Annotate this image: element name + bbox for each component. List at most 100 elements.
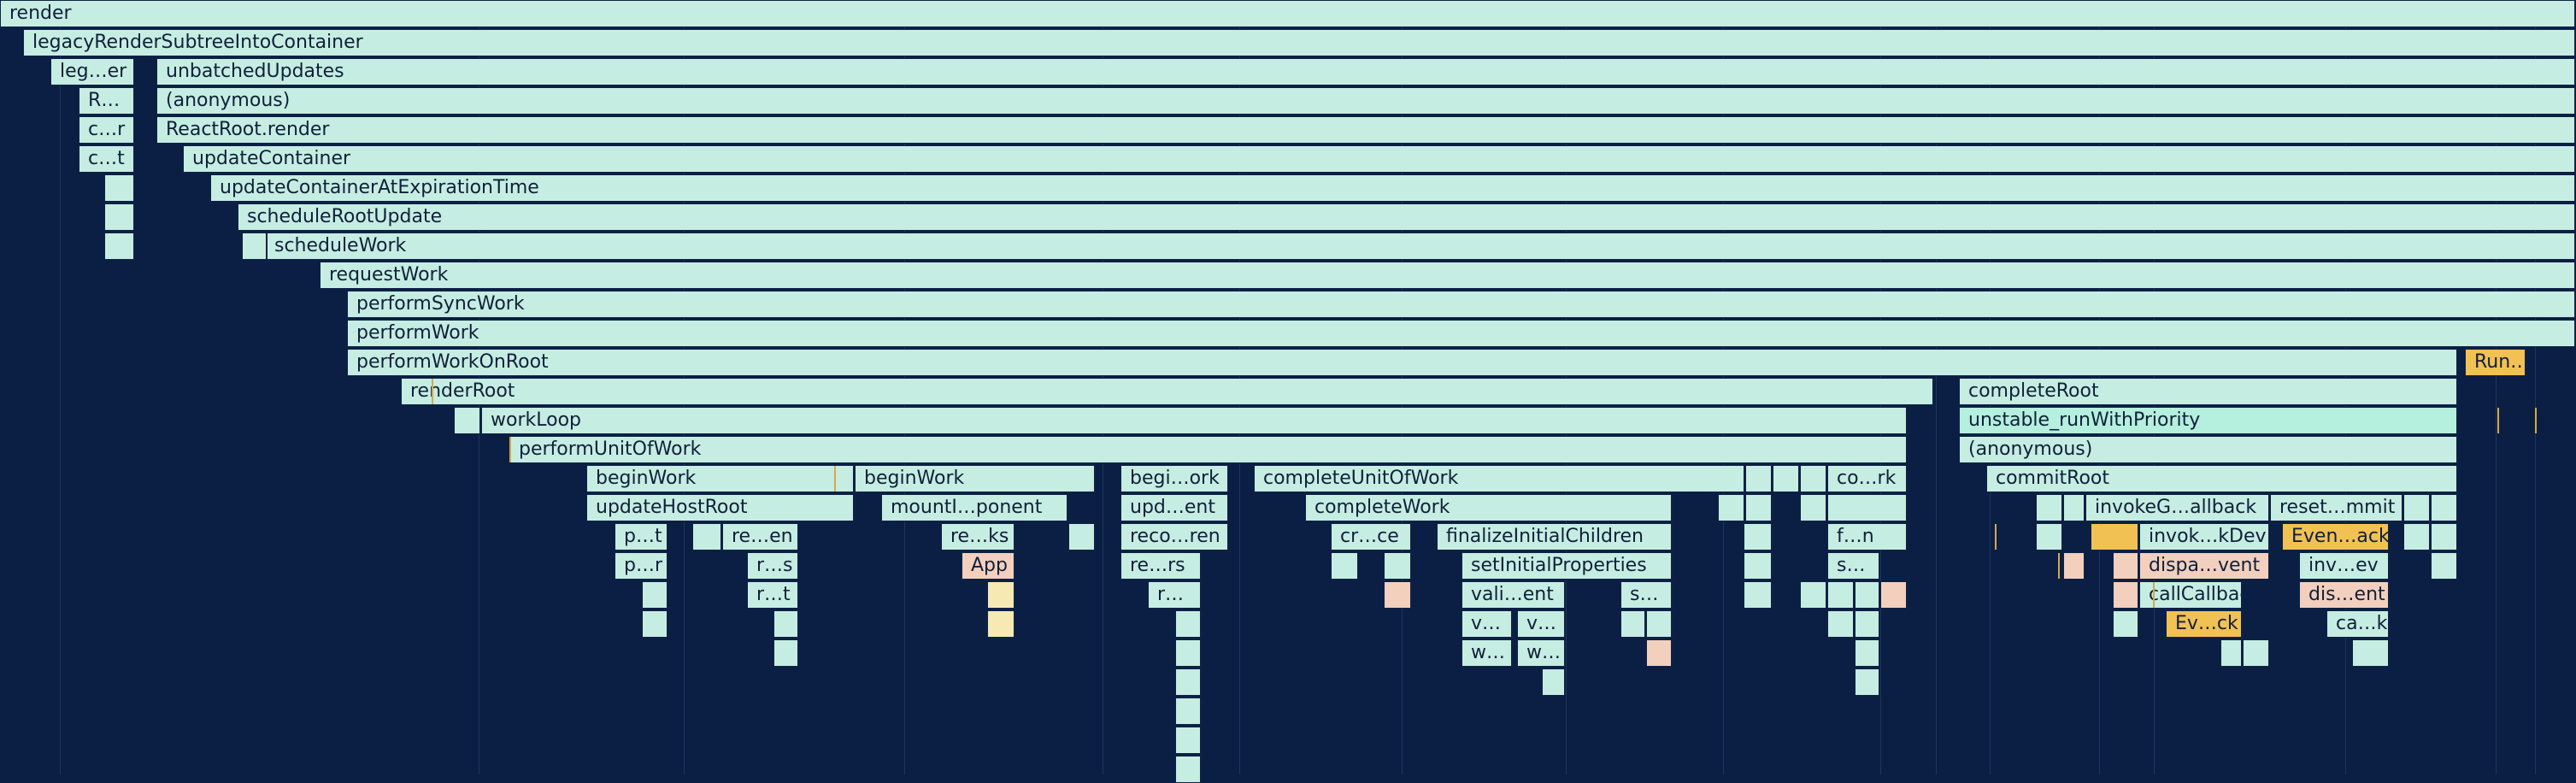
flame-frame[interactable]: r…t	[747, 581, 799, 609]
flame-frame[interactable]	[1855, 639, 1880, 667]
flame-frame[interactable]	[2431, 552, 2458, 580]
flame-frame[interactable]	[1745, 465, 1773, 492]
flame-frame[interactable]: re…rs	[1120, 552, 1202, 580]
flame-frame[interactable]: ca…k	[2326, 610, 2390, 638]
flame-frame[interactable]: App	[962, 552, 1015, 580]
flame-frame[interactable]: unbatchedUpdates	[156, 58, 2576, 85]
flame-frame[interactable]: v…	[1517, 610, 1566, 638]
flame-frame[interactable]: finalizeInitialChildren	[1437, 523, 1673, 550]
flame-frame[interactable]	[1620, 610, 1646, 638]
flame-frame[interactable]	[1384, 581, 1412, 609]
flame-frame[interactable]: re…en	[722, 523, 799, 550]
flame-frame[interactable]	[1855, 668, 1880, 696]
flame-frame[interactable]: commitRoot	[1986, 465, 2458, 492]
flame-frame[interactable]: c…r	[79, 116, 135, 144]
flame-frame[interactable]: reco…ren	[1120, 523, 1229, 550]
flame-frame[interactable]	[1175, 639, 1202, 667]
flame-frame[interactable]: Run…sks	[2465, 349, 2526, 376]
flame-frame[interactable]	[2403, 494, 2431, 521]
flame-frame[interactable]: completeUnitOfWork	[1254, 465, 1745, 492]
flame-frame[interactable]: upd…ent	[1120, 494, 1229, 521]
flame-frame[interactable]	[454, 407, 481, 434]
flame-frame[interactable]: (anonymous)	[156, 87, 2576, 115]
flame-frame[interactable]: unstable_runWithPriority	[1959, 407, 2458, 434]
flame-frame[interactable]	[2113, 581, 2139, 609]
flame-frame[interactable]	[692, 523, 722, 550]
flame-frame[interactable]	[1175, 610, 1202, 638]
flame-frame[interactable]: r…s	[747, 552, 799, 580]
flame-frame[interactable]	[2063, 552, 2085, 580]
flame-frame[interactable]: performUnitOfWork	[509, 436, 1908, 463]
flame-frame[interactable]	[104, 203, 135, 231]
flame-frame[interactable]: scheduleRootUpdate	[238, 203, 2576, 231]
flame-frame[interactable]	[642, 581, 668, 609]
flame-frame[interactable]	[1744, 552, 1773, 580]
flame-frame[interactable]: updateContainer	[183, 145, 2576, 173]
flame-frame[interactable]: reset…mmit	[2270, 494, 2403, 521]
flame-frame[interactable]: f…n	[1827, 523, 1908, 550]
flame-frame[interactable]	[642, 610, 668, 638]
flame-frame[interactable]	[1175, 727, 1202, 754]
flame-frame[interactable]	[1175, 668, 1202, 696]
flame-frame[interactable]	[1542, 668, 1566, 696]
flame-frame[interactable]	[2036, 523, 2063, 550]
flame-frame[interactable]	[1800, 494, 1827, 521]
flame-frame[interactable]	[242, 233, 268, 260]
flame-frame[interactable]: R…	[79, 87, 135, 115]
flame-frame[interactable]	[1744, 581, 1773, 609]
flame-frame[interactable]: inv…ev	[2299, 552, 2390, 580]
flame-frame[interactable]	[987, 581, 1015, 609]
flame-frame[interactable]	[1773, 465, 1800, 492]
flame-frame[interactable]	[2352, 639, 2390, 667]
flame-frame[interactable]: dispa…vent	[2139, 552, 2270, 580]
flame-frame[interactable]: performWork	[347, 320, 2576, 347]
flame-frame[interactable]	[1880, 581, 1908, 609]
flame-frame[interactable]	[104, 174, 135, 202]
flame-frame[interactable]: beginWork	[855, 465, 1096, 492]
flame-frame[interactable]: performSyncWork	[347, 291, 2576, 318]
flame-frame[interactable]	[1331, 552, 1359, 580]
flame-frame[interactable]: setInitialProperties	[1461, 552, 1673, 580]
flame-frame[interactable]: Ev…ck	[2166, 610, 2243, 638]
flame-frame[interactable]: (anonymous)	[1959, 436, 2458, 463]
flame-frame[interactable]: completeWork	[1305, 494, 1673, 521]
flame-frame[interactable]: requestWork	[320, 262, 2576, 289]
flame-frame[interactable]: r…	[1148, 581, 1202, 609]
flame-frame[interactable]: s…	[1620, 581, 1673, 609]
flame-frame[interactable]	[1800, 465, 1827, 492]
flame-frame[interactable]: w…	[1517, 639, 1566, 667]
flame-frame[interactable]	[2063, 494, 2085, 521]
flame-frame[interactable]: dis…ent	[2299, 581, 2390, 609]
flame-frame[interactable]: v…	[1461, 610, 1513, 638]
flame-frame[interactable]	[2036, 494, 2063, 521]
flame-frame[interactable]	[1175, 698, 1202, 725]
flame-frame[interactable]: re…ks	[941, 523, 1015, 550]
flame-frame[interactable]	[1744, 523, 1773, 550]
flame-frame[interactable]	[1646, 639, 1673, 667]
flame-frame[interactable]	[773, 610, 799, 638]
flame-frame[interactable]	[2091, 523, 2139, 550]
flame-frame[interactable]: s…	[1827, 552, 1880, 580]
flame-frame[interactable]: c…t	[79, 145, 135, 173]
flame-frame[interactable]: performWorkOnRoot	[347, 349, 2458, 376]
flame-frame[interactable]: beginWork	[586, 465, 855, 492]
flame-frame[interactable]	[1827, 610, 1855, 638]
flame-frame[interactable]: completeRoot	[1959, 378, 2458, 405]
flame-frame[interactable]: p…r	[615, 552, 668, 580]
flame-frame[interactable]	[1800, 581, 1827, 609]
flame-frame[interactable]: render	[0, 0, 2576, 27]
flame-frame[interactable]	[1745, 494, 1773, 521]
flame-frame[interactable]	[2431, 523, 2458, 550]
flame-frame[interactable]: cr…ce	[1331, 523, 1412, 550]
flame-frame[interactable]	[1175, 756, 1202, 783]
flame-frame[interactable]	[2113, 552, 2139, 580]
flame-frame[interactable]	[1718, 494, 1745, 521]
flame-frame[interactable]	[1855, 581, 1880, 609]
flame-frame[interactable]	[2243, 639, 2270, 667]
flame-frame[interactable]	[1646, 610, 1673, 638]
flame-frame[interactable]: vali…ent	[1461, 581, 1566, 609]
flame-frame[interactable]: ReactRoot.render	[156, 116, 2576, 144]
flame-frame[interactable]: updateContainerAtExpirationTime	[210, 174, 2576, 202]
flame-frame[interactable]: workLoop	[481, 407, 1908, 434]
flame-frame[interactable]: mountI…ponent	[881, 494, 1068, 521]
